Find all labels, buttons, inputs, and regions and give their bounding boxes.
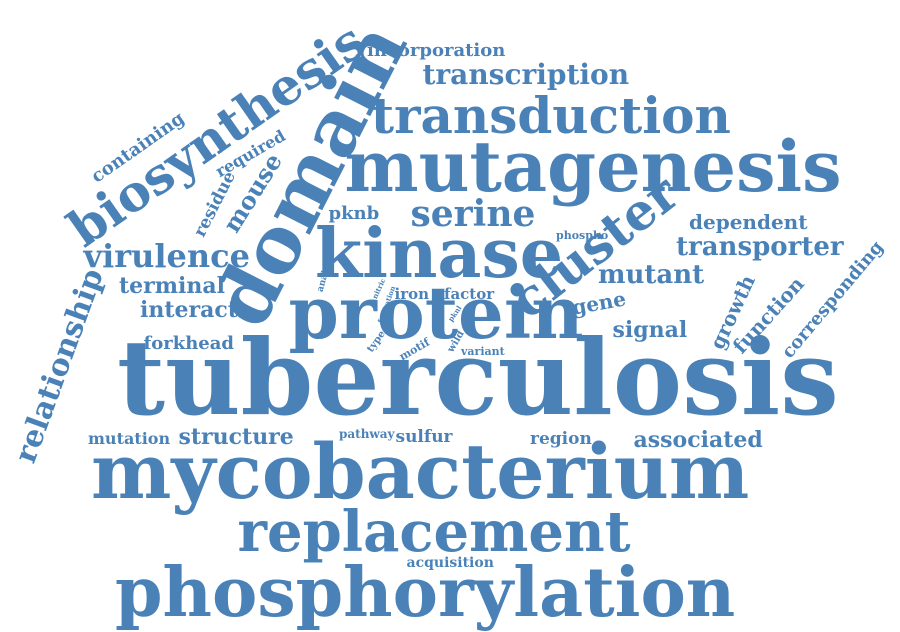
word-kinase: kinase	[315, 214, 563, 294]
word-serine: serine	[410, 193, 536, 235]
word-virulence: virulence	[83, 237, 251, 275]
word-acquisition: acquisition	[406, 555, 494, 571]
word-interact: interact	[140, 297, 238, 323]
word-factor: factor	[444, 284, 495, 303]
word-iron: iron	[394, 284, 430, 303]
word-dependent: dependent	[689, 210, 808, 234]
word-phospho: phospho	[556, 228, 609, 242]
word-tuberculosis: tuberculosis	[117, 316, 839, 439]
word-terminal: terminal	[119, 273, 225, 299]
word-transporter: transporter	[676, 232, 844, 262]
word-variant: variant	[461, 344, 505, 358]
word-mutation: mutation	[88, 429, 171, 448]
word-mutagenesis: mutagenesis	[344, 125, 842, 208]
word-replacement: replacement	[237, 499, 631, 565]
word-pathway: pathway	[339, 427, 395, 441]
word-pknb: pknb	[328, 203, 380, 224]
word-transduction: transduction	[371, 86, 731, 145]
word-mycobacterium: mycobacterium	[91, 427, 750, 516]
word-signal: signal	[612, 317, 688, 343]
word-sulfur: sulfur	[395, 426, 453, 447]
word-structure: structure	[178, 424, 294, 450]
word-associated: associated	[633, 427, 763, 453]
word-mutant: mutant	[598, 260, 705, 290]
word-phosphorylation: phosphorylation	[115, 553, 736, 632]
word-incorporation: incorporation	[367, 40, 506, 61]
word-forkhead: forkhead	[143, 333, 235, 354]
word-protein: protein	[288, 270, 584, 355]
word-transcription: transcription	[422, 58, 630, 91]
word-region: region	[530, 428, 592, 449]
